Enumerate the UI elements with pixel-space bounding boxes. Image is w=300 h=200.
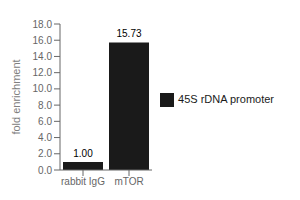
html-text:45S rDNA promoter: 45S rDNA promoter [178,93,274,105]
svg-text:0.0: 0.0 [38,165,52,176]
svg-text:12.0: 12.0 [33,67,53,78]
svg-text:6.0: 6.0 [38,116,52,127]
svg-text:18.0: 18.0 [33,19,53,30]
svg-text:1.00: 1.00 [73,148,93,159]
svg-text:16.0: 16.0 [33,35,53,46]
svg-text:14.0: 14.0 [33,51,53,62]
svg-text:10.0: 10.0 [33,83,53,94]
svg-text:rabbit IgG: rabbit IgG [61,176,105,187]
svg-text:8.0: 8.0 [38,100,52,111]
svg-text:fold enrichment: fold enrichment [10,59,22,134]
svg-text:2.0: 2.0 [38,148,52,159]
svg-text:4.0: 4.0 [38,132,52,143]
svg-text:mTOR: mTOR [114,176,143,187]
svg-text:15.73: 15.73 [116,28,141,39]
